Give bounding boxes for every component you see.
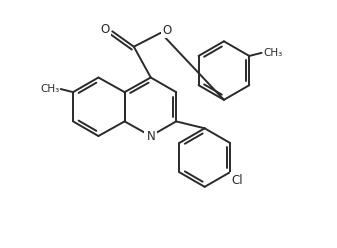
Text: O: O: [100, 23, 109, 36]
Text: N: N: [146, 129, 155, 143]
Text: Cl: Cl: [232, 174, 243, 187]
Text: CH₃: CH₃: [40, 84, 59, 94]
Text: CH₃: CH₃: [263, 48, 282, 58]
Text: O: O: [162, 24, 172, 37]
